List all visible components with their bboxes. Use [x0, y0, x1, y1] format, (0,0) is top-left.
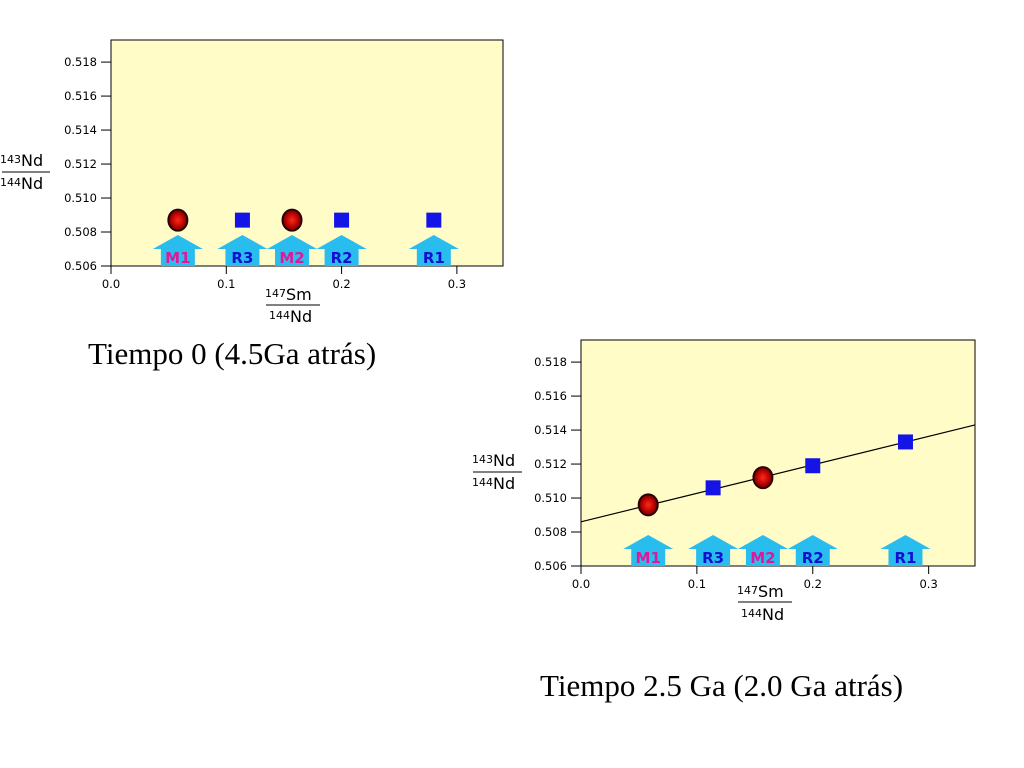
arrow-label-r2: R2	[331, 249, 353, 267]
y-tick-label: 0.518	[534, 355, 567, 369]
arrow-r2	[787, 535, 838, 566]
x-tick-label: 0.3	[448, 277, 466, 291]
arrow-m1	[152, 235, 203, 266]
y-tick-label: 0.506	[64, 259, 97, 273]
arrow-r2	[316, 235, 367, 266]
x-axis-ticks: 0.0 0.1 0.2 0.3	[102, 266, 466, 291]
y-axis-label-denominator: 144Nd	[472, 474, 515, 493]
y-tick-label: 0.508	[64, 225, 97, 239]
y-tick-label: 0.510	[534, 491, 567, 505]
point-m1	[167, 208, 189, 232]
arrow-label-m1: M1	[636, 549, 661, 567]
arrow-r1	[408, 235, 459, 266]
arrow-label-r3: R3	[231, 249, 253, 267]
y-tick-label: 0.514	[64, 123, 97, 137]
x-tick-label: 0.1	[217, 277, 235, 291]
x-axis-label: 147Sm	[737, 582, 784, 601]
arrow-label-r2: R2	[802, 549, 824, 567]
x-tick-label: 0.1	[688, 577, 706, 591]
arrow-m2	[267, 235, 318, 266]
x-axis-ticks: 0.0 0.1 0.2 0.3	[572, 566, 938, 591]
y-tick-label: 0.518	[64, 55, 97, 69]
arrow-label-r3: R3	[702, 549, 724, 567]
y-tick-label: 0.516	[64, 89, 97, 103]
y-axis-label-denominator: 144Nd	[0, 174, 43, 193]
plot-area	[110, 39, 504, 267]
point-r3	[234, 212, 250, 228]
sample-arrows: M1 R3 M2 R2 R1	[152, 235, 459, 267]
x-axis-label: 147Sm	[265, 285, 312, 304]
arrow-m2	[737, 535, 788, 566]
plot-area	[580, 339, 976, 567]
y-tick-label: 0.512	[64, 157, 97, 171]
arrow-m1	[623, 535, 674, 566]
point-r1	[897, 434, 913, 450]
x-axis-label-denominator: 144Nd	[269, 307, 312, 326]
data-points	[167, 208, 442, 232]
arrow-r3	[688, 535, 739, 566]
point-m2	[752, 466, 774, 490]
x-tick-label: 0.3	[919, 577, 937, 591]
caption-tiempo-2-5: Tiempo 2.5 Ga (2.0 Ga atrás)	[540, 668, 904, 703]
point-m2	[281, 208, 303, 232]
caption-tiempo-0: Tiempo 0 (4.5Ga atrás)	[88, 336, 377, 371]
arrow-label-m1: M1	[165, 249, 190, 267]
point-r1	[426, 212, 442, 228]
y-tick-label: 0.510	[64, 191, 97, 205]
x-tick-label: 0.2	[804, 577, 822, 591]
x-tick-label: 0.0	[572, 577, 590, 591]
arrow-r3	[217, 235, 268, 266]
arrow-label-r1: R1	[894, 549, 916, 567]
point-r2	[334, 212, 350, 228]
arrow-r1	[880, 535, 931, 566]
x-tick-label: 0.2	[332, 277, 350, 291]
arrow-label-r1: R1	[423, 249, 445, 267]
y-axis-label: 143Nd	[0, 151, 43, 170]
y-axis-label: 143Nd	[472, 451, 515, 470]
y-tick-label: 0.514	[534, 423, 567, 437]
arrow-label-m2: M2	[750, 549, 775, 567]
y-tick-label: 0.508	[534, 525, 567, 539]
x-tick-label: 0.0	[102, 277, 120, 291]
x-axis-label-denominator: 144Nd	[741, 605, 784, 624]
y-tick-label: 0.512	[534, 457, 567, 471]
sample-arrows: M1 R3 M2 R2 R1	[623, 535, 931, 567]
y-tick-label: 0.516	[534, 389, 567, 403]
y-tick-label: 0.506	[534, 559, 567, 573]
arrow-label-m2: M2	[279, 249, 304, 267]
point-r3	[705, 480, 721, 496]
point-m1	[637, 493, 659, 517]
y-axis-ticks: 0.518 0.516 0.514 0.512 0.510 0.508 0.506	[64, 55, 111, 273]
data-points	[637, 434, 913, 517]
y-axis-ticks: 0.518 0.516 0.514 0.512 0.510 0.508 0.506	[534, 355, 581, 573]
point-r2	[805, 458, 821, 474]
